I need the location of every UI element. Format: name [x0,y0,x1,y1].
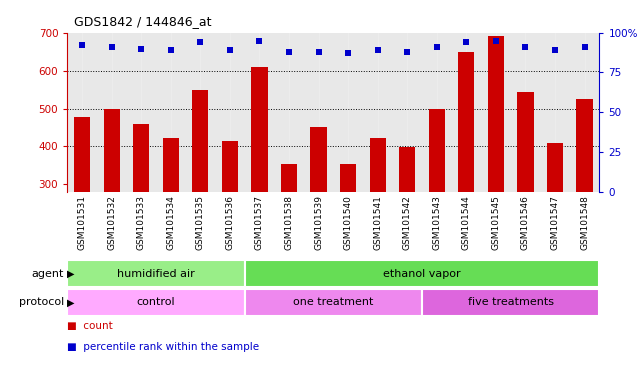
Point [550,47,560,53]
Bar [67,289,245,316]
Text: GSM101540: GSM101540 [344,195,353,250]
Text: one treatment: one treatment [293,297,374,308]
Text: GSM101533: GSM101533 [137,195,146,250]
Bar [369,138,386,298]
Text: GSM101535: GSM101535 [196,195,205,250]
Text: protocol: protocol [19,297,64,308]
Point [225,47,235,53]
Text: GSM101539: GSM101539 [314,195,323,250]
Point [402,49,412,55]
Point [372,47,383,53]
Text: GSM101544: GSM101544 [462,195,471,250]
Text: agent: agent [31,268,64,279]
Bar [429,109,445,298]
Text: control: control [137,297,175,308]
Point [520,44,531,50]
Text: GSM101546: GSM101546 [521,195,530,250]
Point [196,39,206,45]
Bar [310,127,327,298]
Bar [340,164,356,298]
Text: ethanol vapor: ethanol vapor [383,268,461,279]
Bar [547,143,563,298]
Text: GSM101543: GSM101543 [432,195,441,250]
Text: ■  percentile rank within the sample: ■ percentile rank within the sample [67,342,260,352]
Text: GSM101531: GSM101531 [78,195,87,250]
Bar [245,260,599,287]
Bar [67,260,245,287]
Text: ■  count: ■ count [67,321,113,331]
Bar [488,36,504,298]
Bar [74,117,90,298]
Point [491,38,501,44]
Bar [399,147,415,298]
Text: ▶: ▶ [67,268,74,279]
Text: five treatments: five treatments [468,297,554,308]
Text: GSM101532: GSM101532 [107,195,116,250]
Text: ▶: ▶ [67,297,74,308]
Text: GSM101542: GSM101542 [403,195,412,250]
Text: GSM101538: GSM101538 [285,195,294,250]
Text: GSM101537: GSM101537 [255,195,264,250]
Bar [517,92,533,298]
Bar [245,289,422,316]
Point [462,39,472,45]
Bar [281,164,297,298]
Bar [163,138,179,298]
Point [254,38,265,44]
Bar [133,124,149,298]
Bar [576,99,593,298]
Bar [222,141,238,298]
Point [431,44,442,50]
Point [165,47,176,53]
Text: GSM101548: GSM101548 [580,195,589,250]
Text: GSM101534: GSM101534 [166,195,175,250]
Point [136,46,146,52]
Point [343,50,353,56]
Bar [422,289,599,316]
Text: GSM101541: GSM101541 [373,195,382,250]
Text: GSM101547: GSM101547 [551,195,560,250]
Point [579,44,590,50]
Point [77,42,87,48]
Bar [103,109,120,298]
Text: GDS1842 / 144846_at: GDS1842 / 144846_at [74,15,212,28]
Text: humidified air: humidified air [117,268,195,279]
Text: GSM101536: GSM101536 [226,195,235,250]
Bar [192,90,208,298]
Point [284,49,294,55]
Bar [251,67,267,298]
Bar [458,52,474,298]
Text: GSM101545: GSM101545 [492,195,501,250]
Point [106,44,117,50]
Point [313,49,324,55]
